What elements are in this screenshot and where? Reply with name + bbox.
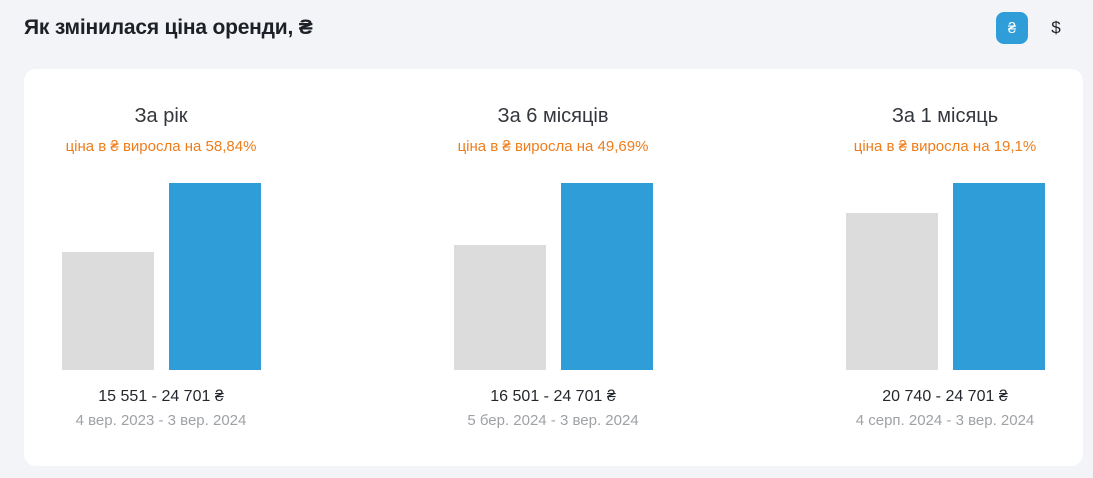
page-header: Як змінилася ціна оренди, ₴ ₴ $: [0, 0, 1093, 56]
bar-start-price: [61, 252, 154, 370]
page-title: Як змінилася ціна оренди, ₴: [24, 16, 313, 39]
bar-chart: [61, 183, 261, 370]
date-range: 5 бер. 2024 - 3 вер. 2024: [467, 412, 639, 429]
bar-end-price: [168, 183, 261, 370]
panel-change-subtitle: ціна в ₴ виросла на 19,1%: [853, 138, 1037, 155]
panel-title: За 1 місяць: [891, 105, 999, 127]
chart-card: За рік ціна в ₴ виросла на 58,84% 15 551…: [24, 69, 1083, 466]
price-range: 20 740 - 24 701 ₴: [882, 388, 1008, 405]
bar-chart: [845, 183, 1045, 370]
bar-end-price: [560, 183, 653, 370]
chart-panel-year: За рік ціна в ₴ виросла на 58,84% 15 551…: [61, 103, 261, 466]
chart-panel-6-months: За 6 місяців ціна в ₴ виросла на 49,69% …: [453, 103, 653, 466]
currency-uah-button[interactable]: ₴: [996, 12, 1028, 44]
panel-title: За рік: [134, 105, 188, 127]
currency-usd-button[interactable]: $: [1047, 12, 1065, 44]
panel-change-subtitle: ціна в ₴ виросла на 49,69%: [457, 138, 649, 155]
date-range: 4 вер. 2023 - 3 вер. 2024: [75, 412, 247, 429]
chart-panel-1-month: За 1 місяць ціна в ₴ виросла на 19,1% 20…: [845, 103, 1045, 466]
panel-change-subtitle: ціна в ₴ виросла на 58,84%: [65, 138, 257, 155]
price-range: 16 501 - 24 701 ₴: [490, 388, 616, 405]
bar-start-price: [453, 245, 546, 370]
bar-start-price: [845, 213, 938, 370]
price-range: 15 551 - 24 701 ₴: [98, 388, 224, 405]
panel-title: За 6 місяців: [497, 105, 609, 127]
bar-end-price: [952, 183, 1045, 370]
date-range: 4 серп. 2024 - 3 вер. 2024: [855, 412, 1035, 429]
currency-toggle: ₴ $: [996, 12, 1065, 44]
bar-chart: [453, 183, 653, 370]
